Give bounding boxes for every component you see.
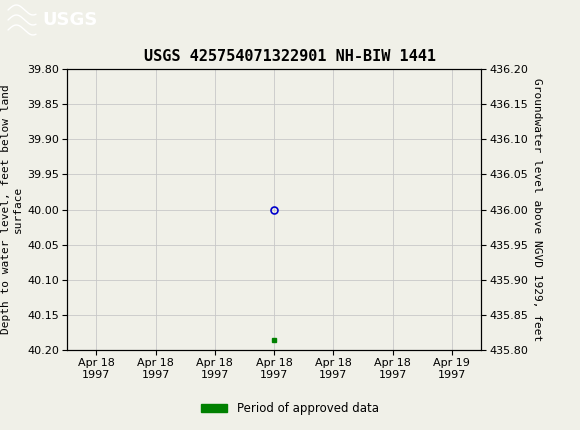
Y-axis label: Depth to water level, feet below land
surface: Depth to water level, feet below land su… [1, 85, 23, 335]
Text: USGS: USGS [42, 11, 97, 29]
Legend: Period of approved data: Period of approved data [197, 397, 383, 420]
Y-axis label: Groundwater level above NGVD 1929, feet: Groundwater level above NGVD 1929, feet [532, 78, 542, 341]
Text: USGS 425754071322901 NH-BIW 1441: USGS 425754071322901 NH-BIW 1441 [144, 49, 436, 64]
